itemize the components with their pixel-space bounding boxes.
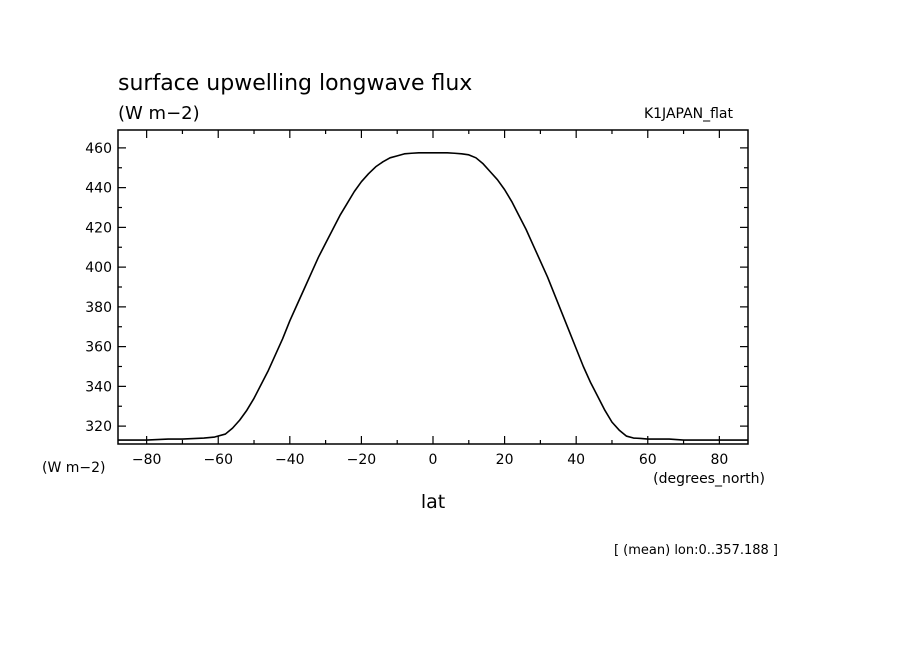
chart-title: surface upwelling longwave flux bbox=[118, 71, 472, 96]
x-tick-label: −40 bbox=[275, 452, 305, 468]
x-axis-label: lat bbox=[421, 491, 445, 513]
y-tick-label: 320 bbox=[85, 419, 112, 435]
y-tick-label: 380 bbox=[85, 300, 112, 316]
plot-frame bbox=[117, 129, 749, 445]
x-tick-label: 60 bbox=[639, 452, 657, 468]
axis-tick-labels: −80 −60 −40 −20 0 20 40 60 80 320 340 360 380 400 420 4… bbox=[85, 141, 728, 468]
x-tick-label: −80 bbox=[132, 452, 162, 468]
y-tick-label: 340 bbox=[85, 379, 112, 395]
x-tick-label: 40 bbox=[567, 452, 585, 468]
dataset-label: K1JAPAN_flat bbox=[644, 106, 734, 122]
axis-ticks bbox=[118, 130, 748, 444]
x-tick-label: 0 bbox=[429, 452, 438, 468]
y-axis-label: (W m−2) bbox=[42, 460, 106, 476]
y-tick-label: 440 bbox=[85, 181, 112, 197]
x-tick-label: −20 bbox=[347, 452, 377, 468]
y-tick-label: 420 bbox=[85, 220, 112, 236]
y-tick-label: 400 bbox=[85, 260, 112, 276]
series-line bbox=[118, 152, 748, 441]
x-axis-units: (degrees_north) bbox=[653, 471, 765, 487]
y-tick-label: 460 bbox=[85, 141, 112, 157]
x-tick-label: 20 bbox=[496, 452, 514, 468]
x-tick-label: −60 bbox=[203, 452, 233, 468]
chart-units: (W m−2) bbox=[118, 103, 200, 124]
x-tick-label: 80 bbox=[710, 452, 728, 468]
footnote: [ (mean) lon:0..357.188 ] bbox=[614, 543, 778, 558]
y-tick-label: 360 bbox=[85, 340, 112, 356]
